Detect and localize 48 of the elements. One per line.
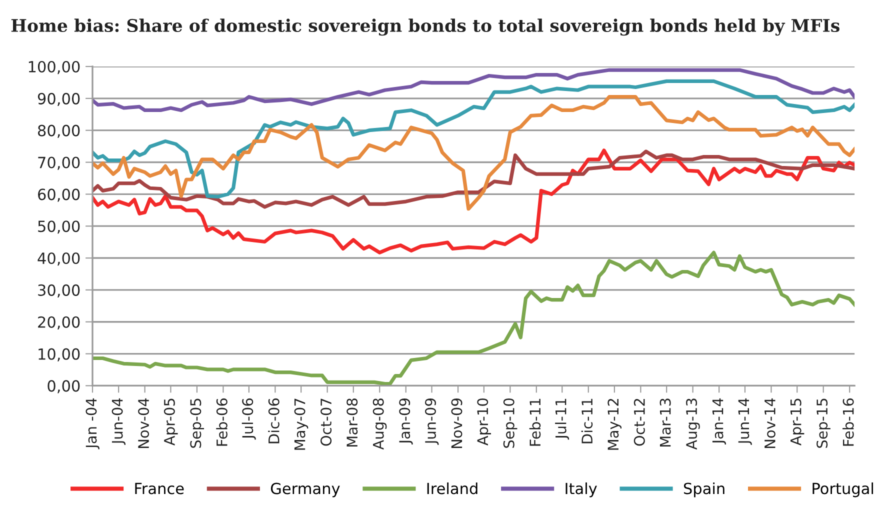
y-tick-label: 30,00 — [38, 284, 80, 298]
y-tick-label: 60,00 — [38, 188, 80, 202]
x-tick-label: Apr-10 — [477, 398, 491, 446]
y-tick-label: 10,00 — [38, 348, 80, 362]
x-tick-label: Dic-11 — [581, 398, 593, 444]
x-tick-label: Apr-05 — [164, 398, 178, 446]
legend-label: Portugal — [812, 482, 874, 498]
x-tick-label: Jan-09 — [399, 398, 413, 445]
x-tick-label: Feb-06 — [216, 398, 228, 446]
x-tick-label: Oct-07 — [320, 398, 332, 446]
y-tick-label: 90,00 — [38, 92, 80, 106]
x-tick-label: Mar-08 — [346, 398, 358, 446]
x-tick-label: May-12 — [608, 398, 622, 450]
x-tick-label: Feb-11 — [529, 398, 541, 446]
y-tick-label: 0,00 — [48, 380, 80, 394]
y-tick-label: 70,00 — [38, 156, 80, 170]
y-tick-label: 100,00 — [28, 60, 80, 74]
x-tick-label: Oct-12 — [634, 398, 645, 446]
x-tick-label: Nov-14 — [764, 398, 776, 448]
x-tick-label: Aug-13 — [686, 398, 700, 450]
legend-label: France — [135, 482, 184, 494]
x-tick-label: Sep-15 — [816, 398, 830, 448]
x-tick-label: Sep-10 — [503, 398, 518, 448]
legend-label: Ireland — [427, 482, 478, 494]
x-tick-label: Jan-14 — [712, 398, 726, 445]
x-tick-label: May-07 — [294, 398, 308, 450]
y-tick-label: 50,00 — [38, 220, 80, 234]
x-tick-label: Nov-09 — [451, 398, 462, 448]
x-tick-label: Sep-05 — [190, 398, 204, 448]
legend-label: Spain — [684, 482, 724, 498]
x-tick-label: Nov-04 — [138, 398, 150, 448]
x-tick-label: Jun-09 — [424, 398, 439, 445]
x-tick-label: Jul-06 — [242, 398, 256, 440]
legend-label: Italy — [566, 482, 597, 498]
x-tick-label: Dic-06 — [268, 398, 280, 444]
x-tick-label: Aug-08 — [372, 398, 387, 450]
y-tick-label: 40,00 — [38, 252, 80, 266]
x-tick-label: Jun-04 — [112, 398, 126, 445]
x-tick-label: Apr-15 — [790, 398, 804, 446]
y-tick-label: 80,00 — [38, 124, 80, 138]
x-tick-label: Jan -04 — [86, 398, 100, 450]
legend-label: Germany — [270, 482, 340, 498]
chart-title: Home bias: Share of domestic sovereign bonds to total sovereign bonds held by MFIs — [11, 18, 840, 36]
x-tick-label: Mar-13 — [660, 398, 671, 446]
y-tick-label: 20,00 — [38, 316, 80, 330]
x-tick-label: Feb-16 — [842, 398, 854, 446]
x-tick-label: Jun-14 — [738, 398, 752, 445]
x-tick-label: Jul-11 — [555, 398, 570, 440]
